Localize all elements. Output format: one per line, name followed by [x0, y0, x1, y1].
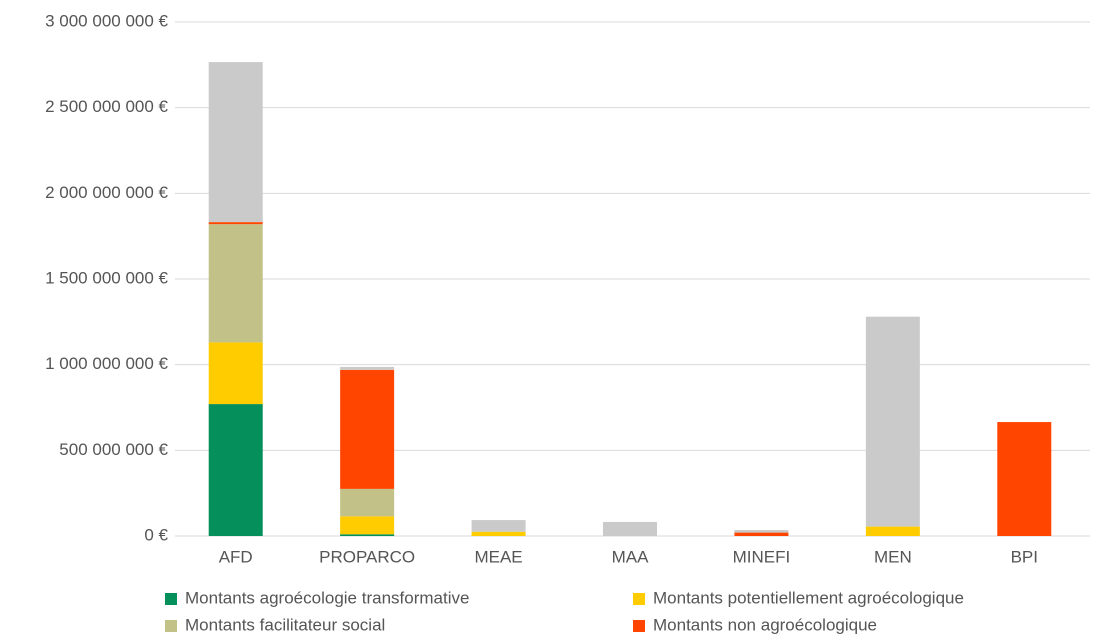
bar-segment — [208, 342, 263, 405]
legend-swatch — [165, 593, 177, 605]
y-tick-label: 0 € — [144, 525, 168, 544]
bar-segment — [208, 62, 263, 223]
bar-segment — [208, 224, 263, 343]
bar-segment — [340, 369, 395, 489]
y-tick-label: 1 500 000 000 € — [45, 268, 168, 287]
x-tick-label: MAA — [612, 547, 650, 566]
bar-segment — [865, 526, 920, 536]
bar-segment — [340, 516, 395, 535]
legend-swatch — [165, 620, 177, 632]
x-tick-label: AFD — [219, 547, 253, 566]
legend-label: Montants non agroécologique — [653, 615, 877, 634]
x-tick-label: BPI — [1011, 547, 1038, 566]
bar-segment — [208, 222, 263, 225]
x-tick-label: PROPARCO — [319, 547, 415, 566]
bar-segment — [208, 404, 263, 536]
bar-segment — [734, 532, 789, 536]
legend-label: Montants facilitateur social — [185, 615, 385, 634]
y-tick-label: 3 000 000 000 € — [45, 11, 168, 30]
y-tick-label: 1 000 000 000 € — [45, 354, 168, 373]
y-tick-label: 2 500 000 000 € — [45, 97, 168, 116]
bar-segment — [997, 422, 1052, 536]
bar-segment — [340, 534, 395, 536]
bar-segment — [471, 531, 526, 536]
x-tick-label: MEAE — [474, 547, 522, 566]
y-tick-label: 500 000 000 € — [59, 440, 168, 459]
bar-segment — [471, 520, 526, 532]
legend-label: Montants potentiellement agroécologique — [653, 588, 964, 607]
bar-segment — [603, 521, 657, 536]
bar-segment — [865, 316, 920, 527]
x-tick-label: MINEFI — [733, 547, 791, 566]
y-tick-label: 2 000 000 000 € — [45, 183, 168, 202]
bar-segment — [340, 366, 395, 370]
legend-swatch — [633, 620, 645, 632]
bar-segment — [734, 530, 789, 533]
bar-segment — [340, 488, 395, 517]
x-tick-label: MEN — [874, 547, 912, 566]
legend-label: Montants agroécologie transformative — [185, 588, 469, 607]
legend-swatch — [633, 593, 645, 605]
